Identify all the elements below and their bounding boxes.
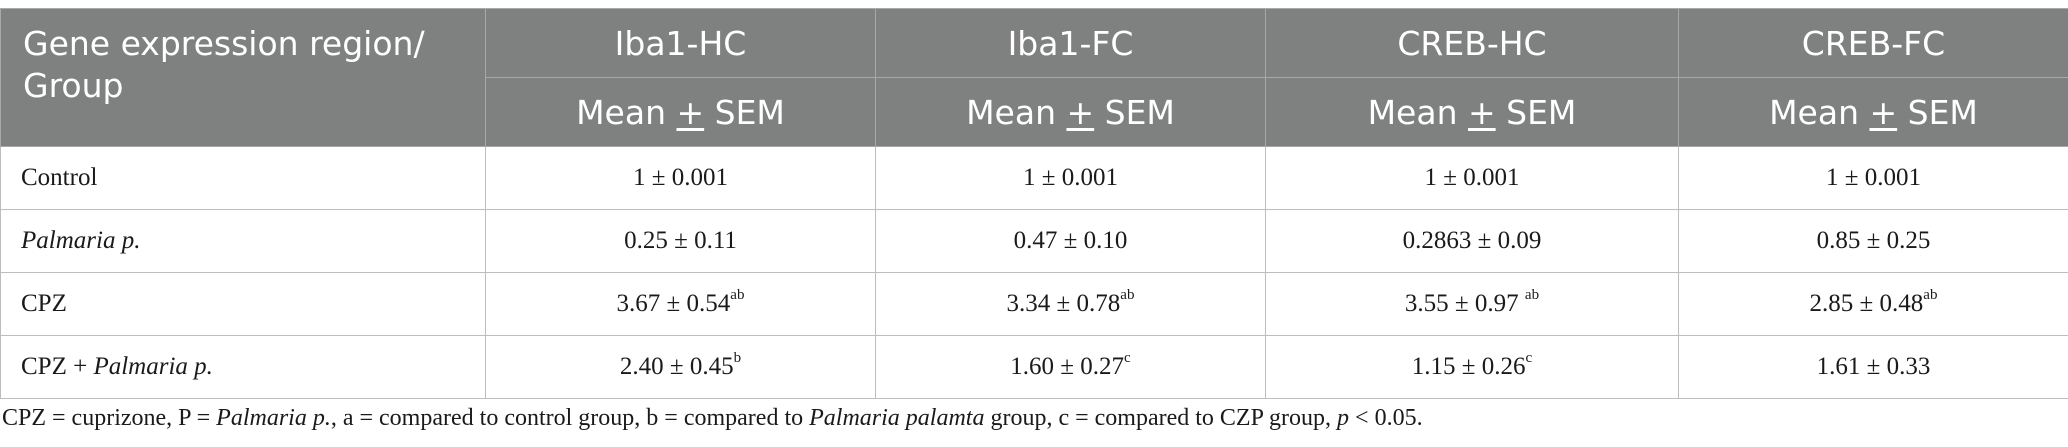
table-cell: 1.61 ± 0.33 xyxy=(1678,335,2068,399)
table-cell: 0.85 ± 0.25 xyxy=(1678,209,2068,273)
subheader-cell: Mean + SEM xyxy=(1678,77,2068,147)
table-row: Control 1 ± 0.001 1 ± 0.001 1 ± 0.001 1 … xyxy=(0,146,2068,210)
table-cell: 1 ± 0.001 xyxy=(875,146,1266,210)
table-cell: 1.15 ± 0.26c xyxy=(1265,335,1679,399)
table-cell: 2.40 ± 0.45b xyxy=(485,335,876,399)
table-cell: 0.2863 ± 0.09 xyxy=(1265,209,1679,273)
row-label: Control xyxy=(0,146,486,210)
table-row: CPZ 3.67 ± 0.54ab 3.34 ± 0.78ab 3.55 ± 0… xyxy=(0,272,2068,336)
subheader-cell: Mean + SEM xyxy=(485,77,876,147)
table-footnote: CPZ = cuprizone, P = Palmaria p., a = co… xyxy=(2,405,1423,431)
table-cell: 0.25 ± 0.11 xyxy=(485,209,876,273)
subheader-row: Mean + SEM Mean + SEM Mean + SEM Mean + … xyxy=(1,77,2068,147)
table-container: Gene expression region/ Group Iba1-HC Ib… xyxy=(0,8,2068,399)
header-creb-hc: CREB-HC xyxy=(1265,8,1679,78)
table-cell: 2.85 ± 0.48ab xyxy=(1678,272,2068,336)
table-cell: 0.47 ± 0.10 xyxy=(875,209,1266,273)
table-row: Palmaria p. 0.25 ± 0.11 0.47 ± 0.10 0.28… xyxy=(0,209,2068,273)
subheader-cell: Mean + SEM xyxy=(875,77,1266,147)
subheader-cell: Mean + SEM xyxy=(1265,77,1679,147)
table-cell: 1 ± 0.001 xyxy=(485,146,876,210)
row-label: CPZ + Palmaria p. xyxy=(0,335,486,399)
row-label: CPZ xyxy=(0,272,486,336)
table-cell: 1.60 ± 0.27c xyxy=(875,335,1266,399)
row-label: Palmaria p. xyxy=(0,209,486,273)
header-first-column: Gene expression region/ Group xyxy=(0,8,486,147)
table-cell: 1 ± 0.001 xyxy=(1265,146,1679,210)
table-cell: 3.55 ± 0.97 ab xyxy=(1265,272,1679,336)
table-cell: 3.34 ± 0.78ab xyxy=(875,272,1266,336)
table-cell: 1 ± 0.001 xyxy=(1678,146,2068,210)
header-iba1-fc: Iba1-FC xyxy=(875,8,1266,78)
header-creb-fc: CREB-FC xyxy=(1678,8,2068,78)
table-row: CPZ + Palmaria p. 2.40 ± 0.45b 1.60 ± 0.… xyxy=(0,335,2068,399)
header-iba1-hc: Iba1-HC xyxy=(485,8,876,78)
table-cell: 3.67 ± 0.54ab xyxy=(485,272,876,336)
header-row: Gene expression region/ Group Iba1-HC Ib… xyxy=(0,8,2068,147)
gene-expression-table: Gene expression region/ Group Iba1-HC Ib… xyxy=(0,8,2068,399)
